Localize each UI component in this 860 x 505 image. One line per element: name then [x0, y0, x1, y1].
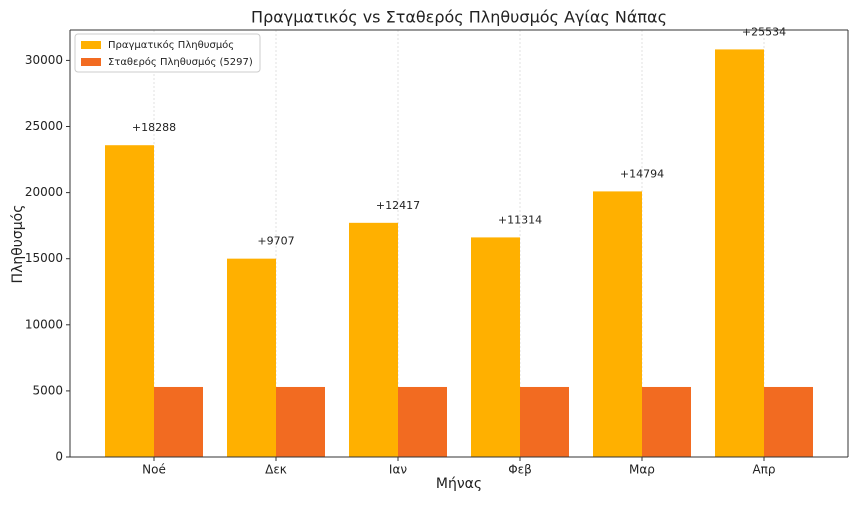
annotation: +25534	[742, 25, 786, 38]
y-tick-label: 10000	[25, 317, 63, 331]
annotation: +12417	[376, 199, 420, 212]
bar	[593, 191, 642, 458]
legend-box	[74, 33, 261, 73]
x-tick-label: Απρ	[752, 463, 775, 477]
y-tick-label: 30000	[25, 53, 63, 67]
annotation: +9707	[257, 235, 294, 248]
legend-label: Σταθερός Πληθυσμός (5297)	[108, 56, 253, 68]
bar	[520, 386, 569, 457]
y-tick-label: 0	[55, 450, 63, 464]
x-tick-label: Δεκ	[265, 463, 287, 477]
bar	[715, 49, 764, 457]
x-tick-label: Noé	[142, 463, 166, 477]
bar	[764, 386, 813, 457]
y-tick-label: 5000	[32, 383, 63, 397]
x-tick-label: Μαρ	[629, 463, 655, 477]
y-axis-label: Πληθυσμός	[10, 205, 26, 284]
y-tick-label: 15000	[25, 251, 63, 265]
annotation: +11314	[498, 213, 542, 226]
chart-title: Πραγματικός vs Σταθερός Πληθυσμός Αγίας …	[251, 8, 667, 27]
bar	[471, 237, 520, 457]
bar	[349, 222, 398, 457]
annotation: +14794	[620, 167, 664, 180]
y-tick-label: 25000	[25, 119, 63, 133]
x-tick-label: Ιαν	[389, 463, 407, 477]
x-axis-label: Μήνας	[436, 476, 482, 492]
bar	[227, 258, 276, 457]
legend-label: Πραγματικός Πληθυσμός	[108, 39, 234, 51]
bar	[276, 386, 325, 457]
bar	[642, 386, 691, 457]
x-tick-label: Φεβ	[508, 463, 532, 477]
y-tick-label: 20000	[25, 185, 63, 199]
bar	[154, 386, 203, 457]
legend-swatch	[81, 41, 101, 49]
bar	[398, 386, 447, 457]
legend-swatch	[81, 58, 101, 66]
bar	[105, 145, 154, 457]
annotation: +18288	[132, 121, 176, 134]
